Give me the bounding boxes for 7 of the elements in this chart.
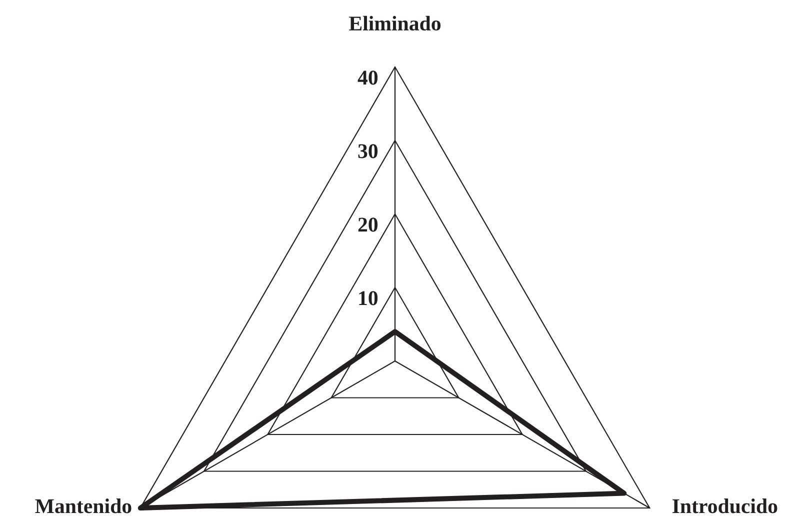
y-tick-label: 40 [358, 70, 378, 85]
spoke-label: Introducido [672, 498, 778, 514]
y-tick-label: 10 [359, 291, 378, 306]
spoke-label: Eliminado [349, 16, 441, 31]
spoke-label: Mantenido [35, 498, 132, 514]
y-tick-label: 30 [358, 144, 378, 158]
y-tick-label: 20 [358, 218, 378, 232]
